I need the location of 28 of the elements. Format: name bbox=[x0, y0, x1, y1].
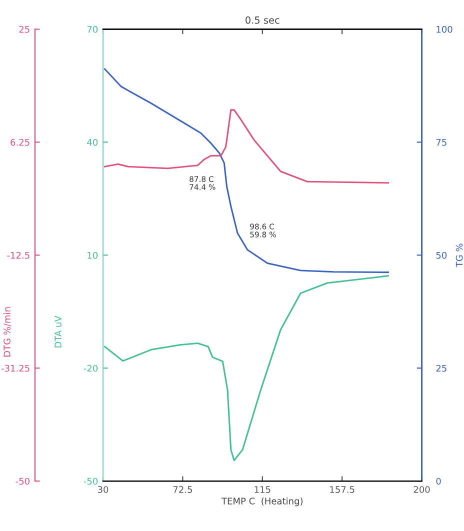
x-tick-label: 200 bbox=[414, 486, 430, 493]
y2-tick-label: 50 bbox=[436, 252, 447, 259]
line-series bbox=[104, 109, 389, 184]
y-axis-title: DTA uV bbox=[54, 316, 62, 348]
y3-tick-label: 6.25 bbox=[10, 138, 30, 146]
chart-title: 0.5 sec bbox=[246, 16, 280, 24]
x-tick-label: 115 bbox=[254, 486, 270, 493]
y3-tick-label: -12.5 bbox=[7, 252, 30, 259]
line-series bbox=[104, 275, 389, 462]
y3-tick-label: -31.25 bbox=[1, 364, 30, 372]
y3-tick-label: 25 bbox=[19, 26, 30, 33]
x-axis-title: TEMP C (Heating) bbox=[221, 497, 303, 506]
y2-tick-label: 25 bbox=[436, 364, 446, 372]
x-tick-label: 157.5 bbox=[330, 486, 354, 493]
y3-axis-title: DTG %/min bbox=[3, 307, 12, 357]
y-tick-label: 70 bbox=[87, 26, 98, 33]
y-tick-label: 40 bbox=[87, 138, 98, 146]
y2-tick-label: 0 bbox=[436, 478, 441, 485]
line-series bbox=[104, 68, 389, 274]
y-tick-label: -50 bbox=[84, 478, 98, 485]
y2-tick-label: 100 bbox=[436, 26, 452, 33]
y-tick-label: 10 bbox=[88, 252, 98, 259]
y2-tick-label: 75 bbox=[436, 139, 446, 146]
y-tick-label: -20 bbox=[84, 364, 98, 372]
y3-tick-label: -50 bbox=[16, 478, 30, 485]
x-tick-label: 30 bbox=[98, 486, 108, 493]
y2-axis-title: TG % bbox=[456, 244, 463, 268]
x-tick-label: 72.5 bbox=[173, 486, 192, 493]
